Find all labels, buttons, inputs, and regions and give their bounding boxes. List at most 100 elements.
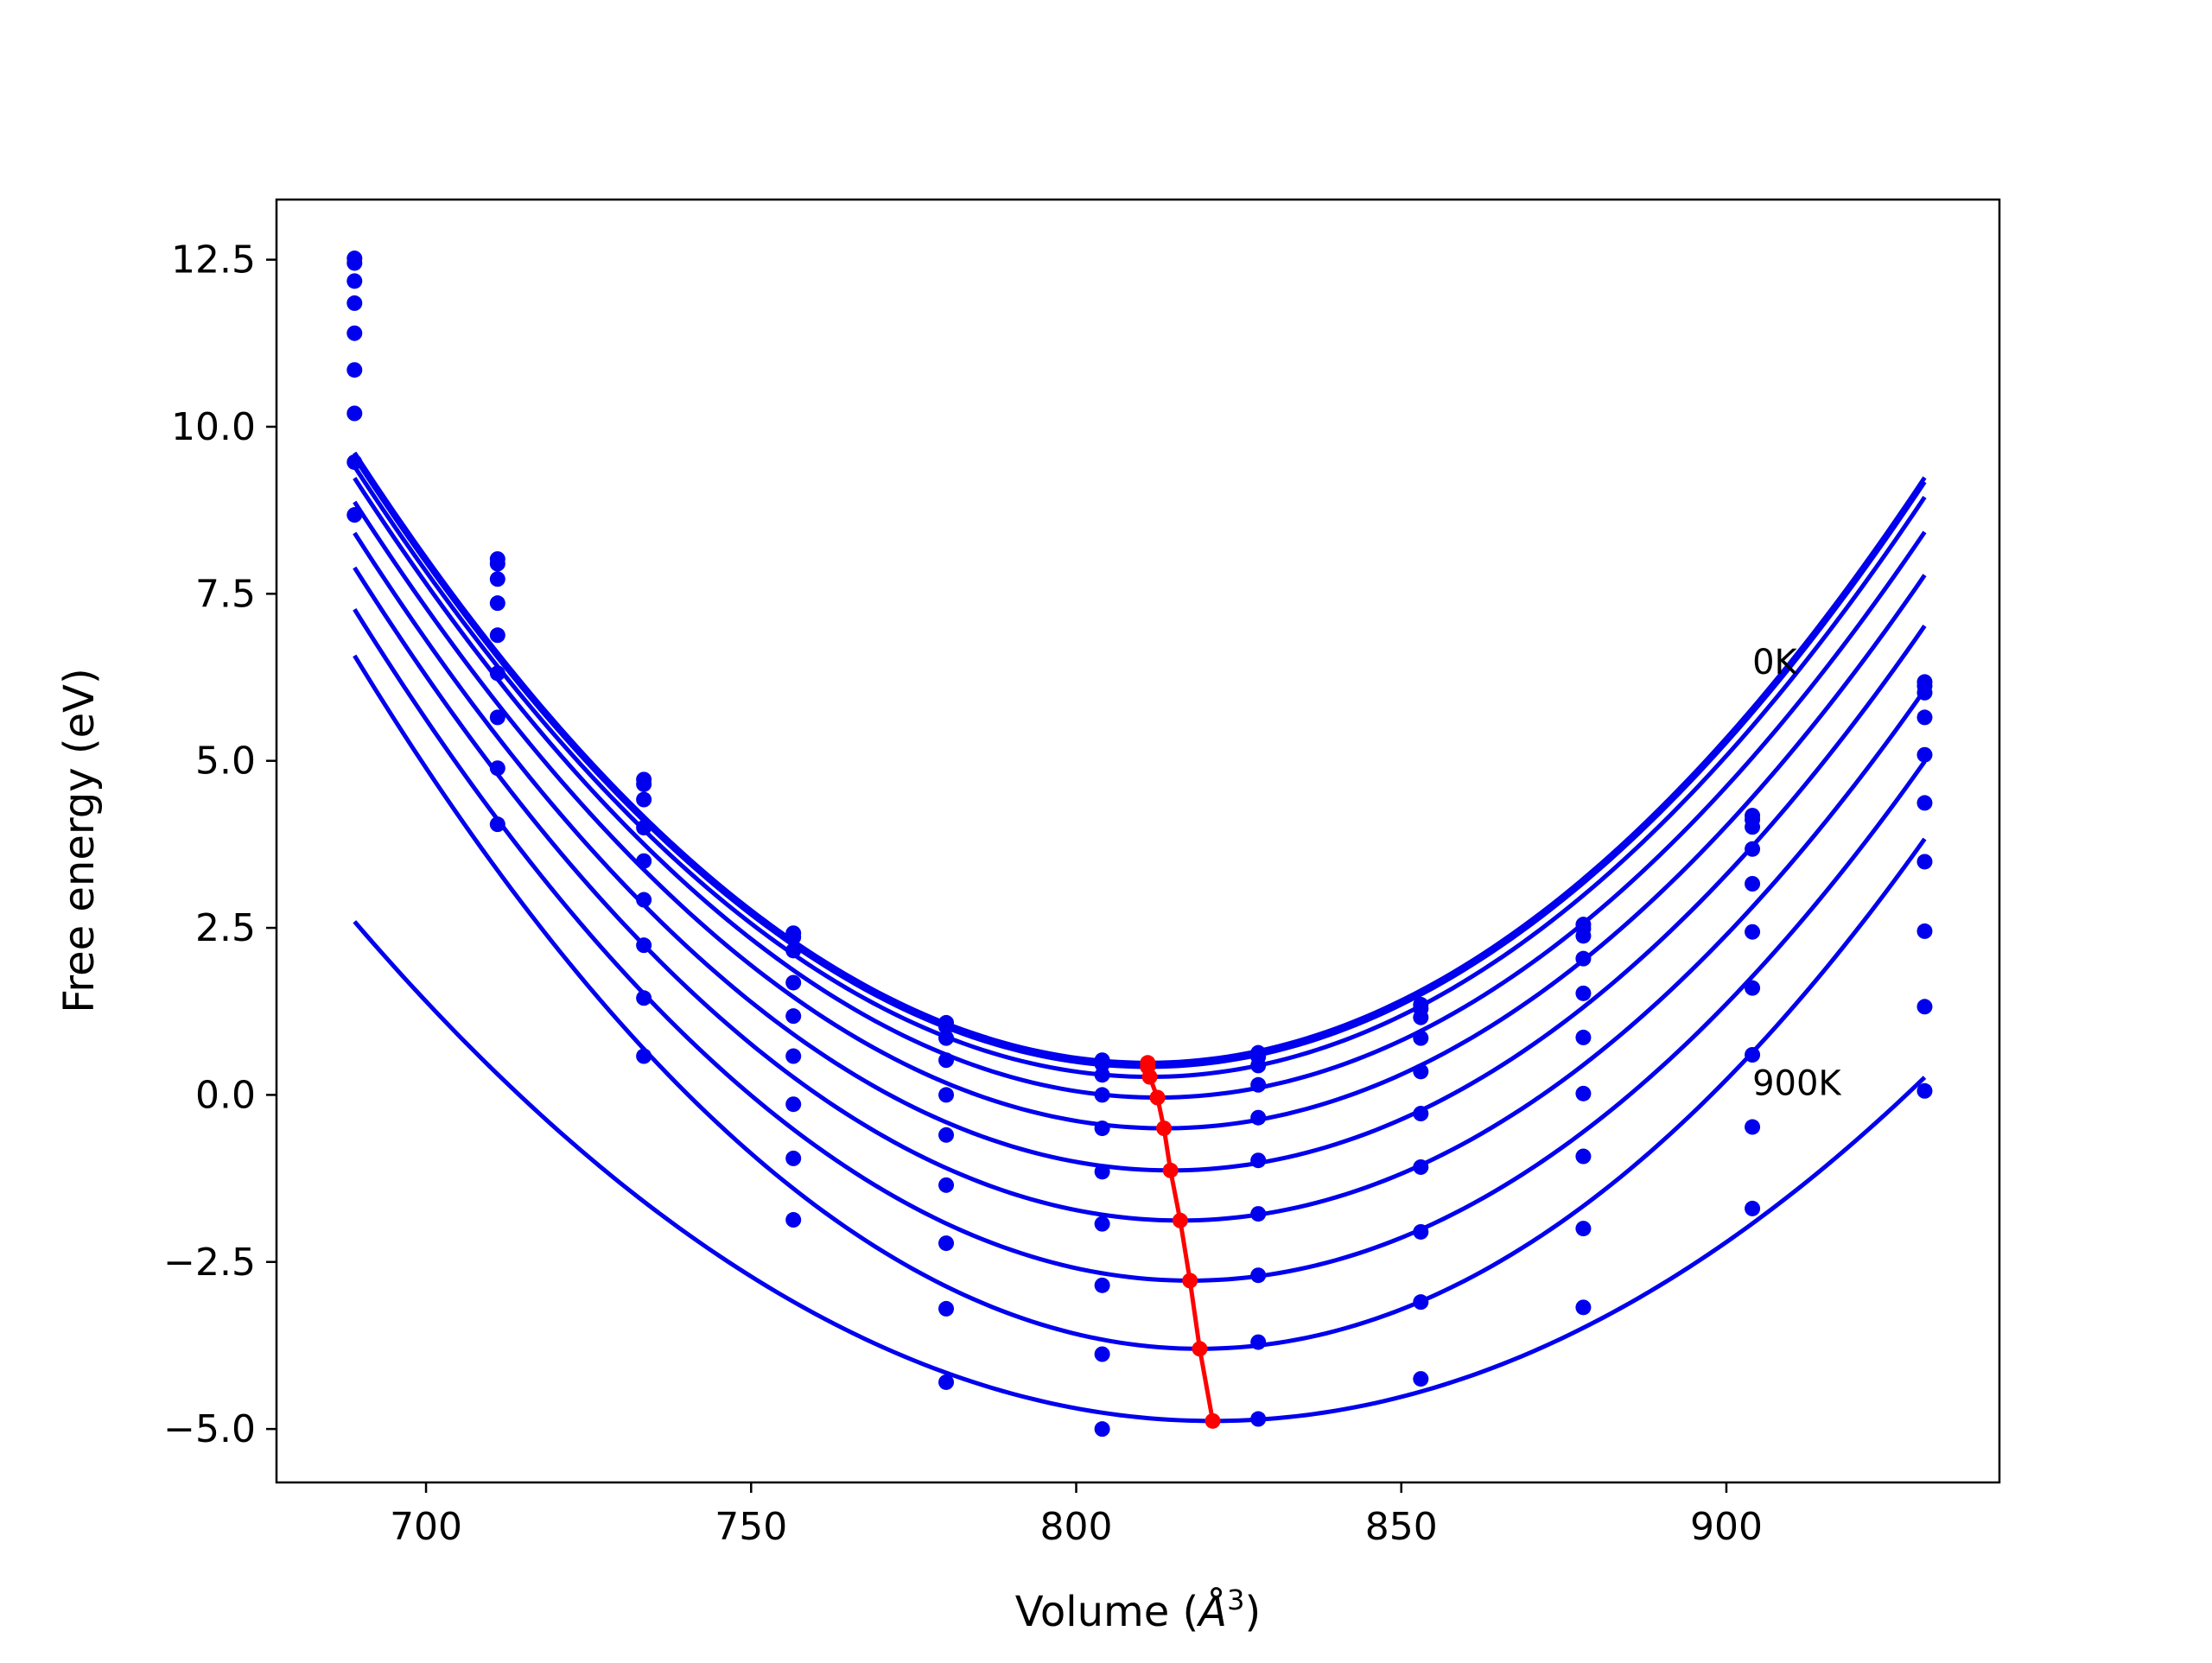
series-6-point-3 [785,1096,802,1113]
minimum-point-8 [1192,1341,1208,1357]
y-tick-label: −2.5 [163,1241,256,1285]
minimum-point-9 [1205,1412,1221,1429]
series-7-point-8 [1575,1148,1592,1165]
y-tick-label: 10.0 [171,405,256,449]
series-7-fit-line [353,608,1927,1283]
series-7-point-2 [636,990,652,1006]
series-4-point-7 [1413,1063,1429,1080]
series-4-point-10 [1916,746,1933,763]
series-8-point-5 [1094,1346,1110,1362]
minimum-line-layer [1140,1055,1221,1429]
series-4-point-6 [1250,1109,1267,1126]
series-4-point-4 [938,1087,955,1103]
series-8-point-10 [1916,999,1933,1015]
series-3-point-2 [636,820,652,836]
series-2-point-4 [938,1030,955,1046]
y-ticks: −5.0 −2.5 0.0 2.5 5.0 7.5 10.0 12.5 [163,238,276,1451]
points-layer [346,251,1933,1438]
series-4-point-8 [1575,985,1592,1001]
series-2-point-7 [1413,1009,1429,1025]
series-4-point-5 [1094,1120,1110,1137]
plot-frame [275,198,2001,1484]
series-7-point-1 [489,760,505,777]
series-3-point-9 [1745,841,1761,857]
y-tick-label: −5.0 [163,1407,256,1451]
series-5-point-5 [1094,1164,1110,1180]
series-8-point-1 [489,816,505,833]
series-7-point-10 [1916,923,1933,939]
series-8-point-7 [1413,1294,1429,1311]
curves-layer [353,451,1927,1424]
y-tick-label: 2.5 [195,906,256,950]
series-8-point-3 [785,1212,802,1228]
series-9-point-9 [1745,1200,1761,1216]
minimum-point-4 [1156,1120,1173,1137]
series-3-point-10 [1916,709,1933,726]
series-2-point-3 [785,943,802,959]
series-8-point-0 [346,507,363,524]
series-2-point-8 [1575,928,1592,944]
series-3-point-6 [1250,1076,1267,1093]
series-5-point-10 [1916,795,1933,811]
series-7-point-5 [1094,1277,1110,1293]
series-6-point-4 [938,1177,955,1193]
series-2-point-5 [1094,1067,1110,1083]
series-5-point-3 [785,1048,802,1064]
series-6-point-9 [1745,980,1761,996]
series-9-point-4 [938,1374,955,1390]
series-5-point-2 [636,892,652,908]
series-2-fit-line [353,465,1927,1080]
y-tick-label: 5.0 [195,739,256,784]
y-tick-label: 12.5 [171,238,256,282]
series-7-point-3 [785,1150,802,1166]
series-1-point-4 [938,1019,955,1035]
series-4-point-2 [636,853,652,869]
series-6-point-7 [1413,1158,1429,1175]
series-7-point-6 [1250,1267,1267,1284]
series-3-point-1 [489,595,505,612]
x-axis-label: Volume (Å3) [1015,1584,1261,1636]
series-3-fit-line [353,477,1927,1101]
series-4-point-0 [346,325,363,341]
series-9-point-10 [1916,1082,1933,1099]
annotation-label-0: 0K [1752,643,1798,682]
series-6-fit-line [353,566,1927,1223]
series-6-point-1 [489,709,505,726]
annotation-label-1: 900K [1752,1063,1842,1103]
series-9-point-7 [1413,1371,1429,1387]
series-2-point-10 [1916,684,1933,701]
series-5-point-0 [346,362,363,378]
series-7-point-9 [1745,1047,1761,1063]
y-tick-label: 7.5 [195,572,256,616]
series-6-point-0 [346,405,363,422]
series-4-point-9 [1745,876,1761,892]
series-9-point-5 [1094,1421,1110,1438]
series-1-point-1 [489,555,505,572]
minimum-point-6 [1172,1212,1188,1228]
series-3-point-5 [1094,1087,1110,1103]
series-2-point-2 [636,791,652,808]
series-1-fit-line [353,455,1927,1070]
series-3-point-3 [785,974,802,991]
series-1-point-5 [1094,1056,1110,1072]
series-5-fit-line [353,531,1927,1173]
series-2-point-9 [1745,819,1761,835]
annotations: 0K 900K [1752,643,1842,1103]
series-8-point-8 [1575,1221,1592,1237]
series-3-point-0 [346,295,363,311]
series-5-point-7 [1413,1106,1429,1122]
series-3-point-7 [1413,1030,1429,1046]
x-tick-label: 850 [1365,1505,1438,1549]
x-ticks: 700 750 800 850 900 [390,1482,1763,1549]
series-5-point-4 [938,1127,955,1143]
series-2-point-6 [1250,1057,1267,1074]
y-tick-label: 0.0 [195,1073,256,1117]
series-7-point-4 [938,1235,955,1252]
series-5-point-6 [1250,1152,1267,1169]
minimum-point-3 [1149,1089,1166,1106]
minimum-point-7 [1182,1273,1198,1289]
series-1-point-3 [785,929,802,945]
